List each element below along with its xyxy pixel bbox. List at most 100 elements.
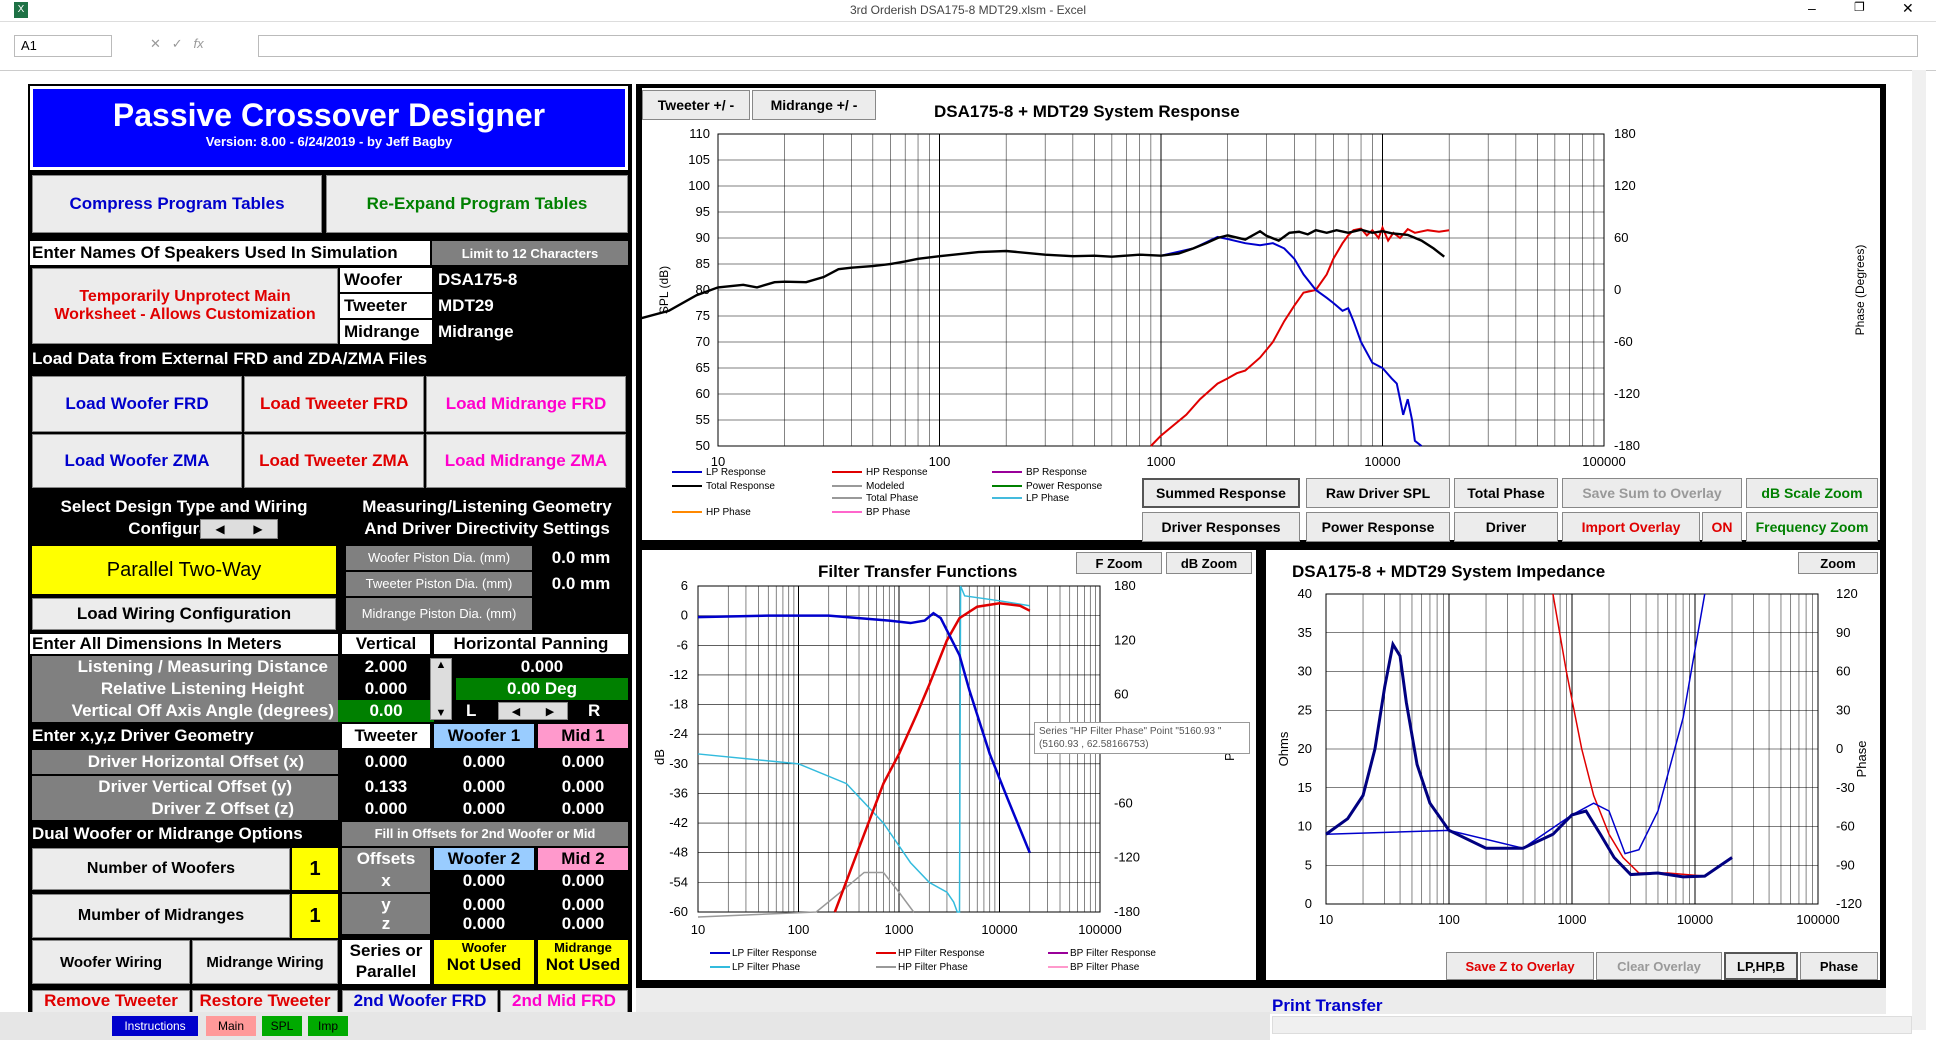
woofer1-z-value[interactable]: 0.000 <box>434 798 534 820</box>
woofer2-z-value[interactable]: 0.000 <box>434 914 534 934</box>
rel-height-value[interactable]: 0.000 <box>342 678 430 700</box>
minimize-icon[interactable]: – <box>1808 0 1816 16</box>
horizontal-scrollbar[interactable] <box>1272 1016 1912 1034</box>
woofer2-y-value[interactable]: 0.000 <box>434 894 534 916</box>
right-arrow-icon[interactable]: ▶ <box>545 705 555 718</box>
power-response-button[interactable]: Power Response <box>1306 512 1450 542</box>
limit-label: Limit to 12 Characters <box>432 241 628 265</box>
f-zoom-button[interactable]: F Zoom <box>1076 552 1162 574</box>
load-midrange-frd-button[interactable]: Load Midrange FRD <box>426 376 626 432</box>
enter-xyz-label: Enter x,y,z Driver Geometry <box>32 724 338 748</box>
mid2-x-value[interactable]: 0.000 <box>538 870 628 892</box>
imp-zoom-button[interactable]: Zoom <box>1798 552 1878 574</box>
impedance-chart: 40 35 30 25 20 15 10 5 0 120 90 60 30 0 -30 -60 -90 -120 1… <box>1264 548 1882 982</box>
listen-dist-label: Listening / Measuring Distance <box>32 656 338 678</box>
tab-main[interactable]: Main <box>206 1016 256 1036</box>
mid1-y-value[interactable]: 0.000 <box>538 776 628 798</box>
import-overlay-button[interactable]: Import Overlay <box>1562 512 1700 542</box>
total-response-line <box>642 228 1445 320</box>
num-mids-button[interactable]: Mumber of Midranges <box>32 894 290 938</box>
design-spinner[interactable]: ◀ ▶ <box>200 519 278 539</box>
tick-label: 10 <box>1298 819 1312 834</box>
num-woofers-button[interactable]: Number of Woofers <box>32 848 290 890</box>
tweeter-y-value[interactable]: 0.133 <box>342 776 430 798</box>
legend-label: HP Filter Response <box>898 948 985 959</box>
load-tweeter-frd-button[interactable]: Load Tweeter FRD <box>244 376 424 432</box>
tick-label: 100000 <box>1582 454 1625 469</box>
down-arrow-icon[interactable]: ▼ <box>435 707 447 719</box>
tab-instructions[interactable]: Instructions <box>112 1016 198 1036</box>
tick-label: 35 <box>1298 625 1312 640</box>
frequency-zoom-button[interactable]: Frequency Zoom <box>1746 512 1878 542</box>
woofer-piston-value[interactable]: 0.0 mm <box>534 546 628 570</box>
tweeter-tab[interactable]: Tweeter +/ - <box>642 90 750 120</box>
reexpand-button[interactable]: Re-Expand Program Tables <box>326 175 628 233</box>
tick-label: 30 <box>1298 664 1312 679</box>
tick-label: -90 <box>1836 857 1855 872</box>
mid2-z-value[interactable]: 0.000 <box>538 914 628 934</box>
lp-response-line <box>1160 235 1423 447</box>
woofer-wiring-button[interactable]: Woofer Wiring <box>32 940 190 984</box>
unprotect-button[interactable]: Temporarily Unprotect Main Worksheet - A… <box>32 268 338 344</box>
horizontal-spinner[interactable]: ◀ ▶ <box>498 702 568 720</box>
mid1-z-value[interactable]: 0.000 <box>538 798 628 820</box>
vertical-spinner[interactable]: ▲ ▼ <box>430 658 452 720</box>
driver-responses-button[interactable]: Driver Responses <box>1142 512 1300 542</box>
tweeter-x-value[interactable]: 0.000 <box>342 750 430 774</box>
save-sum-button[interactable]: Save Sum to Overlay <box>1562 478 1742 508</box>
overlay-on-indicator[interactable]: ON <box>1702 512 1742 542</box>
vertical-scrollbar[interactable] <box>1912 70 1926 1030</box>
y2-axis-label: Phase <box>1854 741 1869 778</box>
tweeter-name-field[interactable]: MDT29 <box>434 294 628 318</box>
save-z-overlay-button[interactable]: Save Z to Overlay <box>1446 952 1594 980</box>
woofer2-x-value[interactable]: 0.000 <box>434 870 534 892</box>
up-arrow-icon[interactable]: ▲ <box>435 659 447 671</box>
raw-driver-spl-button[interactable]: Raw Driver SPL <box>1306 478 1450 508</box>
load-woofer-frd-button[interactable]: Load Woofer FRD <box>32 376 242 432</box>
lphpb-button[interactable]: LP,HP,B <box>1724 952 1798 980</box>
horizontal-value[interactable]: 0.000 <box>456 656 628 678</box>
mid1-x-value[interactable]: 0.000 <box>538 750 628 774</box>
restore-icon[interactable]: ❐ <box>1854 0 1865 14</box>
db-zoom-button[interactable]: dB Zoom <box>1166 552 1252 574</box>
left-arrow-icon[interactable]: ◀ <box>215 522 225 536</box>
load-midrange-zma-button[interactable]: Load Midrange ZMA <box>426 434 626 488</box>
name-box[interactable]: A1 <box>14 35 112 57</box>
clear-overlay-button[interactable]: Clear Overlay <box>1596 952 1722 980</box>
left-arrow-icon[interactable]: ◀ <box>511 705 521 718</box>
mid-name-field[interactable]: Midrange <box>434 320 628 344</box>
midrange-wiring-button[interactable]: Midrange Wiring <box>192 940 338 984</box>
woofer1-x-value[interactable]: 0.000 <box>434 750 534 774</box>
legend-label: Total Response <box>706 481 775 492</box>
right-arrow-icon[interactable]: ▶ <box>253 522 263 536</box>
tick-label: 120 <box>1114 632 1136 647</box>
tab-imp[interactable]: Imp <box>308 1016 348 1036</box>
remove-tweeter-button[interactable]: Remove Tweeter <box>32 990 190 1014</box>
db-scale-zoom-button[interactable]: dB Scale Zoom <box>1746 478 1878 508</box>
midrange-tab[interactable]: Midrange +/ - <box>752 90 876 120</box>
formula-bar[interactable] <box>258 35 1918 57</box>
driver-button[interactable]: Driver <box>1454 512 1558 542</box>
load-woofer-zma-button[interactable]: Load Woofer ZMA <box>32 434 242 488</box>
load-wiring-button[interactable]: Load Wiring Configuration <box>32 598 336 630</box>
restore-tweeter-button[interactable]: Restore Tweeter <box>192 990 338 1014</box>
close-icon[interactable]: ✕ <box>1902 0 1914 16</box>
total-phase-button[interactable]: Total Phase <box>1454 478 1558 508</box>
woofer-name-field[interactable]: DSA175-8 <box>434 268 628 292</box>
imp-phase-button[interactable]: Phase <box>1800 952 1878 980</box>
second-woofer-frd-button[interactable]: 2nd Woofer FRD <box>342 990 498 1014</box>
woofer1-y-value[interactable]: 0.000 <box>434 776 534 798</box>
tweeter-z-value[interactable]: 0.000 <box>342 798 430 820</box>
tweeter-piston-value[interactable]: 0.0 mm <box>534 572 628 596</box>
listen-dist-value[interactable]: 2.000 <box>342 656 430 678</box>
second-mid-frd-button[interactable]: 2nd Mid FRD <box>500 990 628 1014</box>
print-transfer-button[interactable]: Print Transfer <box>1272 996 1383 1015</box>
vert-off-value[interactable]: 0.00 <box>338 700 434 722</box>
tab-spl[interactable]: SPL <box>262 1016 302 1036</box>
tick-label: 1000 <box>1147 454 1176 469</box>
mid2-y-value[interactable]: 0.000 <box>538 894 628 916</box>
summed-response-button[interactable]: Summed Response <box>1142 478 1300 508</box>
compress-button[interactable]: Compress Program Tables <box>32 175 322 233</box>
load-tweeter-zma-button[interactable]: Load Tweeter ZMA <box>244 434 424 488</box>
enter-names-label: Enter Names Of Speakers Used In Simulati… <box>30 241 430 265</box>
